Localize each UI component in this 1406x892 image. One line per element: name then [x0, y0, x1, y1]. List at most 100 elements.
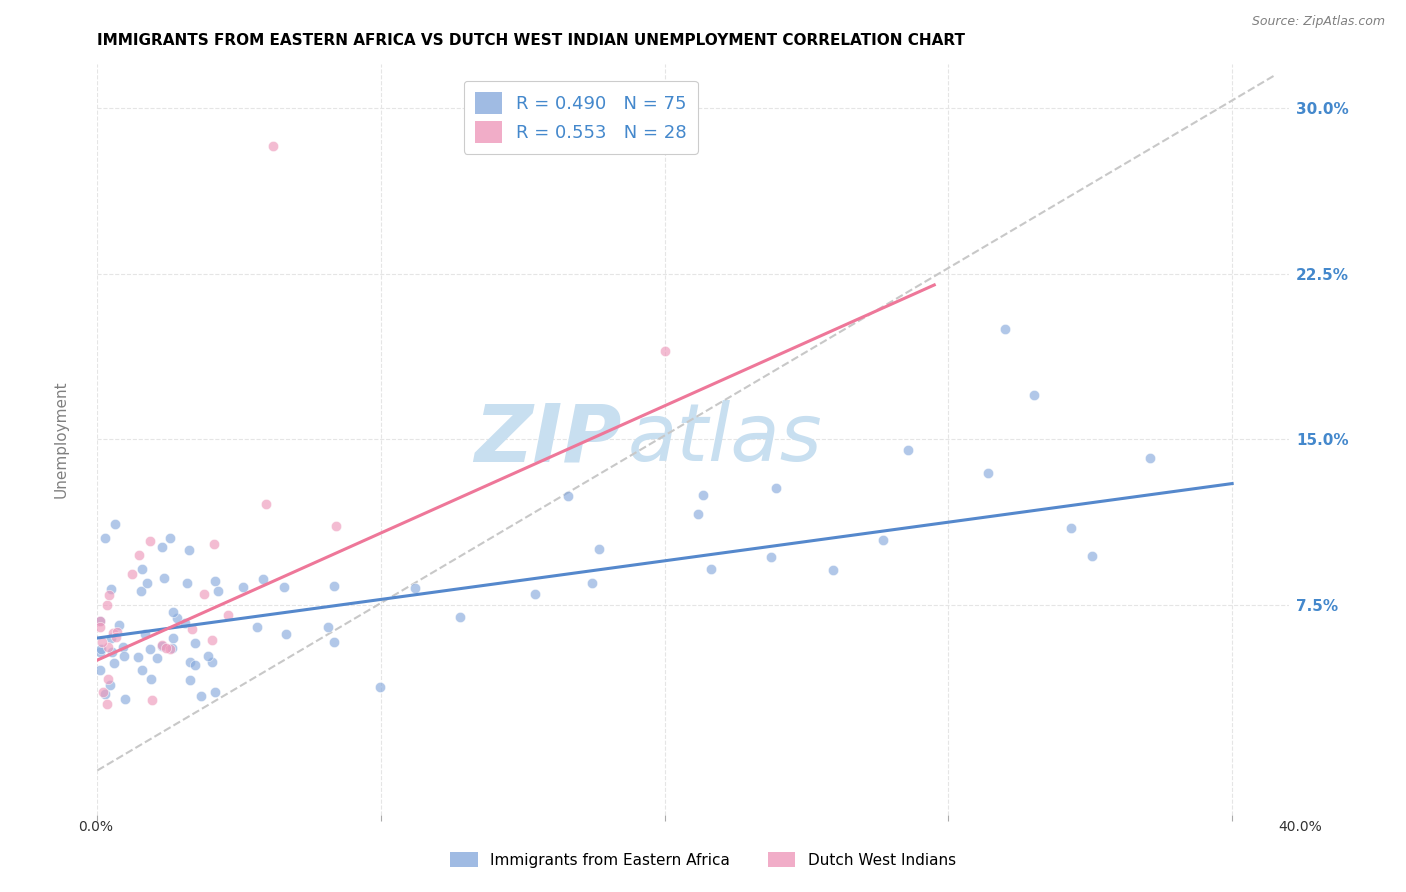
Text: ZIP: ZIP — [474, 401, 621, 478]
Point — [204, 685, 226, 699]
Point — [252, 572, 274, 586]
Point — [181, 622, 204, 636]
Point — [89, 644, 111, 658]
Text: 0.0%: 0.0% — [79, 821, 112, 834]
Point — [104, 517, 127, 532]
Point — [97, 640, 120, 654]
Point — [150, 638, 173, 652]
Point — [193, 587, 215, 601]
Point — [654, 344, 676, 359]
Point — [162, 605, 184, 619]
Point — [103, 626, 125, 640]
Point — [121, 566, 143, 581]
Point — [127, 649, 149, 664]
Point — [159, 531, 181, 545]
Point — [139, 533, 162, 548]
Point — [166, 611, 188, 625]
Point — [100, 631, 122, 645]
Point — [761, 550, 783, 565]
Point — [246, 620, 269, 634]
Point — [114, 691, 136, 706]
Point — [994, 322, 1017, 336]
Point — [150, 541, 173, 555]
Point — [129, 583, 152, 598]
Point — [131, 663, 153, 677]
Point — [201, 633, 224, 648]
Point — [557, 489, 579, 503]
Point — [97, 588, 120, 602]
Point — [96, 697, 118, 711]
Point — [197, 648, 219, 663]
Point — [89, 614, 111, 628]
Point — [177, 542, 200, 557]
Point — [97, 672, 120, 686]
Point — [207, 584, 229, 599]
Text: Unemployment: Unemployment — [53, 381, 69, 499]
Point — [176, 576, 198, 591]
Point — [179, 655, 201, 669]
Text: atlas: atlas — [627, 401, 823, 478]
Point — [201, 655, 224, 669]
Point — [523, 587, 546, 601]
Point — [107, 618, 129, 632]
Point — [588, 541, 610, 556]
Point — [100, 677, 122, 691]
Point — [159, 642, 181, 657]
Point — [581, 575, 603, 590]
Point — [155, 640, 177, 655]
Point — [91, 685, 114, 699]
Point — [977, 467, 1000, 481]
Point — [111, 640, 134, 654]
Point — [1060, 521, 1083, 535]
Point — [449, 610, 471, 624]
Point — [204, 574, 226, 588]
Point — [105, 624, 128, 639]
Point — [162, 631, 184, 645]
Text: Source: ZipAtlas.com: Source: ZipAtlas.com — [1251, 15, 1385, 28]
Point — [94, 687, 117, 701]
Point — [128, 548, 150, 562]
Point — [112, 648, 135, 663]
Text: IMMIGRANTS FROM EASTERN AFRICA VS DUTCH WEST INDIAN UNEMPLOYMENT CORRELATION CHA: IMMIGRANTS FROM EASTERN AFRICA VS DUTCH … — [97, 33, 966, 48]
Point — [150, 639, 173, 653]
Text: 40.0%: 40.0% — [1278, 821, 1323, 834]
Point — [316, 620, 339, 634]
Point — [89, 663, 111, 677]
Point — [686, 507, 709, 521]
Point — [93, 531, 115, 545]
Point — [96, 598, 118, 612]
Point — [146, 651, 169, 665]
Point — [872, 533, 894, 547]
Point — [256, 497, 278, 511]
Point — [217, 607, 239, 622]
Point — [262, 139, 284, 153]
Legend: Immigrants from Eastern Africa, Dutch West Indians: Immigrants from Eastern Africa, Dutch We… — [444, 846, 962, 873]
Point — [153, 571, 176, 585]
Point — [174, 616, 197, 631]
Point — [103, 657, 125, 671]
Point — [91, 635, 114, 649]
Point — [139, 673, 162, 687]
Point — [274, 626, 297, 640]
Point — [90, 642, 112, 657]
Point — [1139, 450, 1161, 465]
Point — [700, 562, 723, 576]
Point — [1022, 388, 1045, 402]
Point — [141, 692, 163, 706]
Point — [897, 443, 920, 458]
Point — [692, 488, 714, 502]
Point — [323, 635, 346, 649]
Point — [273, 580, 295, 594]
Point — [184, 635, 207, 649]
Point — [89, 614, 111, 628]
Point — [179, 673, 201, 687]
Point — [325, 518, 347, 533]
Point — [404, 581, 426, 595]
Legend: R = 0.490   N = 75, R = 0.553   N = 28: R = 0.490 N = 75, R = 0.553 N = 28 — [464, 81, 697, 153]
Point — [202, 537, 225, 551]
Point — [190, 689, 212, 703]
Point — [323, 579, 346, 593]
Point — [131, 561, 153, 575]
Point — [100, 582, 122, 596]
Point — [821, 563, 844, 577]
